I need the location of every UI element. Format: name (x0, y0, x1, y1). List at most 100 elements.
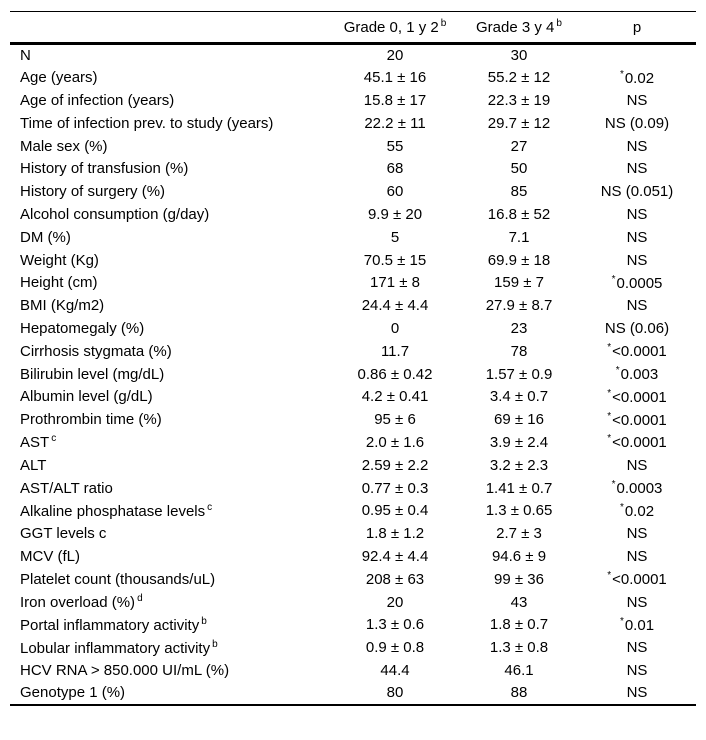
value-grade-0-1-2: 0.77 ± 0.3 (361, 479, 429, 497)
table-row: Cirrhosis stygmata (%) 11.7 78 *<0.0001 (10, 340, 696, 363)
p-value-text: NS (626, 684, 648, 702)
row-label-text: AST (20, 434, 50, 452)
table-row: Albumin level (g/dL) 4.2 ± 0.41 3.4 ± 0.… (10, 385, 696, 408)
p-value-text: NS (626, 547, 648, 565)
row-label-text: HCV RNA > 850.000 UI/mL (%) (20, 661, 230, 679)
value-grade-0-1-2: 0.95 ± 0.4 (361, 502, 429, 520)
header-grade-0-1-2-label: Grade 0, 1 y 2 (343, 19, 439, 36)
row-label: Iron overload (%) d (10, 591, 330, 614)
value-grade-0-1-2: 20 (386, 593, 404, 611)
p-value-text: NS (626, 137, 648, 155)
significance-asterisk: * (615, 365, 620, 377)
row-label-text: Time of infection prev. to study (years) (20, 114, 274, 132)
row-label-text: Age (years) (20, 69, 98, 87)
row-label: History of transfusion (%) (10, 157, 330, 180)
row-label: History of surgery (%) (10, 180, 330, 203)
p-value: NS (578, 636, 696, 659)
header-grade-0-1-2-footnote: b (440, 18, 447, 29)
row-label: Hepatomegaly (%) (10, 317, 330, 340)
p-value: NS (578, 659, 696, 682)
row-label-text: Height (cm) (20, 274, 98, 292)
row-label: Weight (Kg) (10, 249, 330, 272)
table-row: BMI (Kg/m2) 24.4 ± 4.4 27.9 ± 8.7 NS (10, 294, 696, 317)
value-grade-3-4: 1.41 ± 0.7 (485, 479, 553, 497)
row-label-text: Iron overload (%) (20, 594, 136, 612)
p-value: *0.01 (578, 613, 696, 636)
row-label-footnote: d (137, 593, 143, 605)
value-grade-3-4: 29.7 ± 12 (487, 114, 551, 132)
row-label: Alcohol consumption (g/day) (10, 203, 330, 226)
value-grade-3-4: 43 (510, 593, 528, 611)
row-label: Prothrombin time (%) (10, 408, 330, 431)
value-grade-3-4: 2.7 ± 3 (496, 525, 542, 543)
p-value-text: NS (0.051) (600, 183, 674, 201)
table-row: AST c 2.0 ± 1.6 3.9 ± 2.4 *<0.0001 (10, 431, 696, 454)
row-label-text: Alcohol consumption (g/day) (20, 205, 210, 223)
value-grade-3-4: 88 (510, 684, 528, 702)
p-value: NS (578, 157, 696, 180)
significance-asterisk: * (611, 273, 616, 285)
value-grade-3-4: 27.9 ± 8.7 (485, 297, 553, 315)
p-value-text: NS (626, 525, 648, 543)
table-row: Lobular inflammatory activity b 0.9 ± 0.8… (10, 636, 696, 659)
table-row: Male sex (%) 55 27 NS (10, 135, 696, 158)
p-value: *<0.0001 (578, 385, 696, 408)
table-row: Age of infection (years) 15.8 ± 17 22.3 … (10, 89, 696, 112)
row-label: AST/ALT ratio (10, 477, 330, 500)
p-value-text: 0.01 (624, 616, 655, 634)
p-value: NS (578, 591, 696, 614)
value-grade-0-1-2: 45.1 ± 16 (363, 69, 427, 87)
p-value: *0.02 (578, 499, 696, 522)
p-value: NS (578, 249, 696, 272)
p-value: NS (578, 454, 696, 477)
value-grade-3-4: 159 ± 7 (494, 274, 544, 292)
value-grade-0-1-2: 80 (386, 684, 404, 702)
value-grade-0-1-2: 68 (386, 160, 404, 178)
row-label-text: AST/ALT ratio (20, 479, 113, 497)
row-label: DM (%) (10, 226, 330, 249)
value-grade-0-1-2: 4.2 ± 0.41 (361, 388, 429, 406)
significance-asterisk: * (607, 387, 612, 399)
value-grade-0-1-2: 70.5 ± 15 (363, 251, 427, 269)
row-label: HCV RNA > 850.000 UI/mL (%) (10, 659, 330, 682)
row-label-footnote: c (51, 433, 57, 445)
p-value-text: 0.02 (624, 502, 655, 520)
row-label: Genotype 1 (%) (10, 682, 330, 705)
table-row: Height (cm) 171 ± 8 159 ± 7 *0.0005 (10, 271, 696, 294)
row-label-text: History of surgery (%) (20, 183, 166, 201)
row-label-text: Male sex (%) (20, 137, 108, 155)
significance-asterisk: * (607, 342, 612, 354)
value-grade-0-1-2: 0.9 ± 0.8 (365, 639, 425, 657)
value-grade-3-4: 78 (510, 342, 528, 360)
value-grade-3-4: 1.8 ± 0.7 (489, 616, 549, 634)
table-row: Alcohol consumption (g/day) 9.9 ± 20 16.… (10, 203, 696, 226)
value-grade-3-4: 23 (510, 319, 528, 337)
table-row: Portal inflammatory activity b 1.3 ± 0.6 … (10, 613, 696, 636)
row-label: Height (cm) (10, 271, 330, 294)
table-row: Platelet count (thousands/uL) 208 ± 63 9… (10, 568, 696, 591)
row-label-text: Weight (Kg) (20, 251, 99, 269)
row-label: Lobular inflammatory activity b (10, 636, 330, 659)
value-grade-3-4: 46.1 (504, 661, 534, 679)
row-label-footnote: b (201, 615, 207, 627)
p-value: NS (578, 682, 696, 705)
value-grade-3-4: 69 ± 16 (494, 411, 544, 429)
value-grade-0-1-2: 55 (386, 137, 404, 155)
p-value-text: NS (626, 160, 648, 178)
value-grade-0-1-2: 9.9 ± 20 (367, 205, 423, 223)
row-label-text: History of transfusion (%) (20, 160, 189, 178)
significance-asterisk: * (619, 501, 624, 513)
p-value: NS (578, 545, 696, 568)
row-label-text: Albumin level (g/dL) (20, 388, 153, 406)
header-p: p (632, 18, 642, 36)
p-value: NS (0.051) (578, 180, 696, 203)
significance-asterisk: * (611, 479, 616, 491)
p-value: *0.0005 (578, 271, 696, 294)
row-label: Cirrhosis stygmata (%) (10, 340, 330, 363)
p-value: NS (578, 203, 696, 226)
value-grade-3-4: 1.3 ± 0.65 (485, 502, 553, 520)
value-grade-0-1-2: 11.7 (380, 342, 410, 360)
